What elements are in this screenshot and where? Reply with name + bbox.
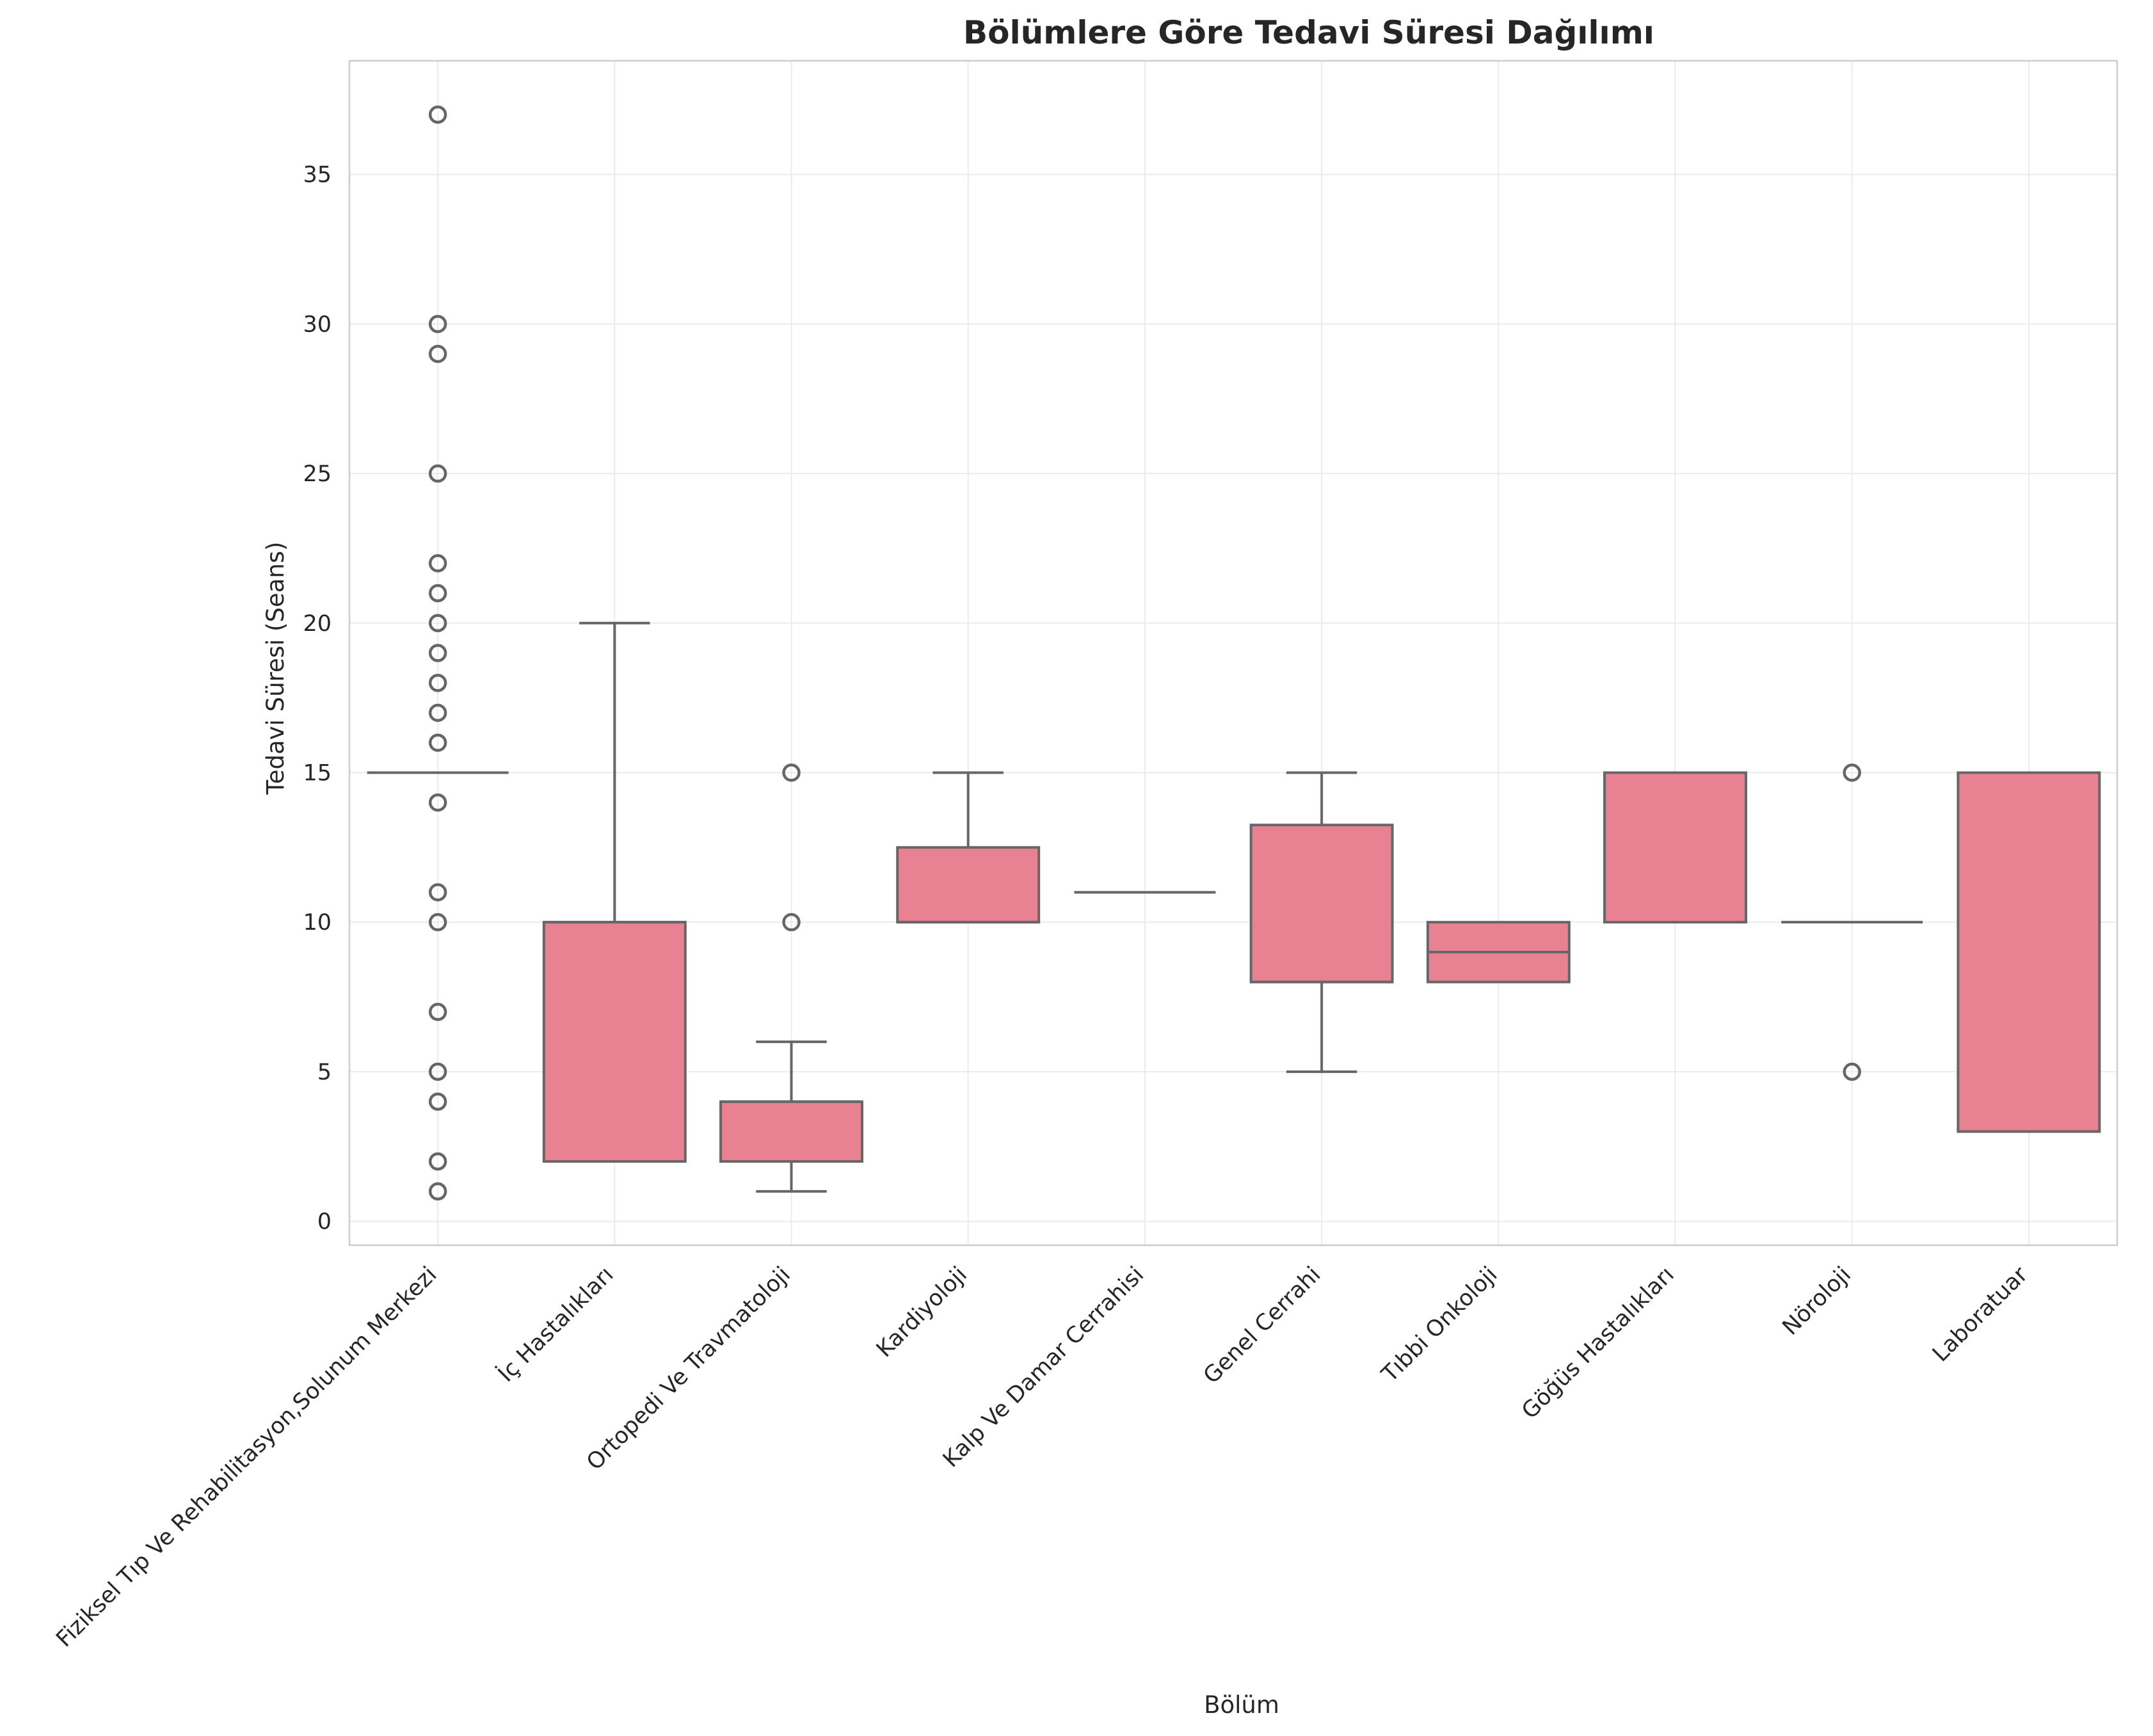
outlier-point [782,912,801,932]
outlier-point [428,584,447,603]
outlier-point [1843,763,1861,782]
outlier-point [428,1152,447,1171]
outlier-point [428,1182,447,1201]
y-tick-label: 5 [317,1060,332,1085]
outlier-point [428,883,447,902]
box-2 [542,621,687,1163]
y-tick-label: 10 [303,910,332,936]
y-tick-label: 25 [303,461,332,487]
outlier-point [782,763,801,782]
outlier-point [428,1062,447,1081]
box-10 [1957,771,2101,1133]
box-3 [719,763,863,1193]
outlier-point [428,344,447,363]
box-7 [1426,921,1571,983]
plot-spines [348,60,2118,1246]
y-axis-ticks: 0 5 10 15 20 25 30 35 [303,163,332,1235]
plot-frame [348,60,2118,1246]
outlier-point [428,1003,447,1021]
box-body [896,846,1041,924]
y-tick-label: 15 [303,760,332,786]
outlier-point [428,703,447,722]
y-tick-label: 35 [303,163,332,188]
outlier-point [428,733,447,752]
box-9 [1781,763,1923,1081]
outlier-point [428,554,447,573]
box-body [1249,824,1394,983]
outlier-point [428,673,447,692]
outlier-point [428,644,447,662]
box-body [1957,771,2101,1133]
box-body [719,1100,863,1163]
y-tick-label: 20 [303,611,332,637]
x-axis-label: Bölüm [1204,1691,1279,1719]
outlier-point [428,793,447,812]
outlier-point [428,614,447,633]
box-4 [896,771,1041,924]
y-tick-label: 30 [303,312,332,337]
outlier-point [428,464,447,483]
outlier-point [428,1092,447,1111]
y-axis-label: Tedavi Süresi (Seans) [262,541,289,795]
outlier-point [428,105,447,124]
box-body [1603,771,1747,924]
outlier-point [1843,1062,1861,1081]
box-6 [1249,771,1394,1073]
box-series [367,105,2101,1201]
outlier-point [428,912,447,932]
outlier-point [428,315,447,333]
chart-title: Bölümlere Göre Tedavi Süresi Dağılımı [963,14,1654,51]
y-tick-label: 0 [317,1209,332,1235]
box-body [542,921,687,1163]
box-8 [1603,771,1747,924]
box-1 [367,105,509,1201]
